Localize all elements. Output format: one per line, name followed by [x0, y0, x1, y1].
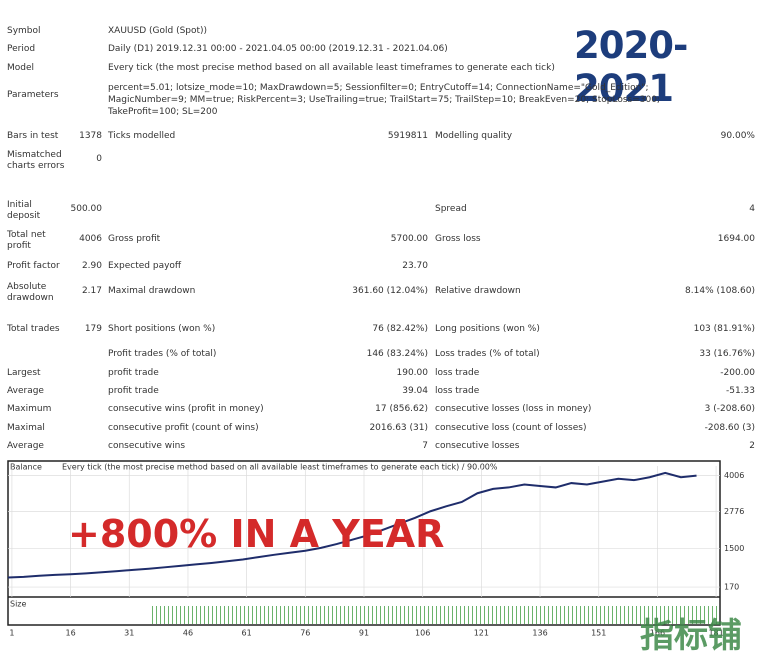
stat-value: 8.14% (108.60) — [685, 286, 755, 296]
stat-value: 23.70 — [402, 261, 428, 271]
stat-label: consecutive wins (profit in money) — [108, 404, 264, 414]
stat-value: 3 (-208.60) — [704, 404, 755, 414]
stat-label: Gross profit — [108, 234, 161, 244]
stat-label: Gross loss — [435, 234, 481, 244]
years-overlay: 2020-2021 — [574, 24, 688, 110]
stat-value: 5919811 — [387, 131, 428, 141]
stat-label: Maximum — [7, 404, 52, 414]
y-tick-label: 4006 — [724, 471, 744, 480]
stat-value: 17 (856.62) — [375, 404, 428, 414]
stat-value: 1694.00 — [717, 234, 755, 244]
stat-value: 2.90 — [81, 261, 102, 271]
stat-label: Mismatched charts errors — [7, 150, 65, 171]
field-value: percent=5.01; lotsize_mode=10; MaxDrawdo… — [108, 83, 660, 117]
x-tick-label: 181 — [708, 629, 723, 638]
y-tick-label: 170 — [724, 583, 739, 592]
stat-value: 7 — [422, 441, 428, 451]
x-tick-label: 106 — [415, 629, 430, 638]
y-tick-label: 1500 — [724, 544, 744, 553]
stat-label: Profit factor — [7, 261, 60, 271]
stat-value: 1378 — [79, 131, 102, 141]
field-label: Parameters — [7, 90, 59, 100]
stat-value: 4 — [749, 204, 755, 214]
stat-label: Total net profit — [7, 230, 46, 251]
stat-label: Bars in test — [7, 131, 59, 141]
balance-line — [7, 471, 697, 579]
stat-label: loss trade — [435, 386, 480, 396]
stat-value: 33 (16.76%) — [699, 349, 755, 359]
stat-value: 5700.00 — [390, 234, 428, 244]
stat-label: Ticks modelled — [108, 131, 176, 141]
field-value: Every tick (the most precise method base… — [108, 63, 555, 73]
stat-value: 500.00 — [70, 204, 103, 214]
stat-value: 2.17 — [81, 286, 102, 296]
x-tick-label: 1 — [9, 629, 14, 638]
stat-label: Largest — [7, 368, 41, 378]
stat-label: Absolute drawdown — [7, 282, 54, 303]
chart-title: Every tick (the most precise method base… — [62, 463, 498, 472]
stat-label: consecutive losses — [435, 441, 520, 451]
field-value: Daily (D1) 2019.12.31 00:00 - 2021.04.05… — [108, 44, 448, 54]
x-tick-label: 121 — [474, 629, 489, 638]
field-value: XAUUSD (Gold (Spot)) — [108, 26, 208, 36]
field-label: Model — [7, 63, 35, 73]
stat-value: 39.04 — [402, 386, 428, 396]
stat-label: Loss trades (% of total) — [435, 349, 540, 359]
stat-label: Initial deposit — [7, 200, 41, 221]
x-tick-label: 31 — [124, 629, 134, 638]
volume-label: Size — [10, 600, 27, 609]
stat-value: 2016.63 (31) — [369, 423, 428, 433]
x-tick-label: 46 — [183, 629, 193, 638]
stat-value: -51.33 — [725, 386, 755, 396]
x-tick-label: 61 — [242, 629, 252, 638]
stat-label: Relative drawdown — [435, 286, 521, 296]
stat-value: 361.60 (12.04%) — [352, 286, 428, 296]
stat-label: Expected payoff — [108, 261, 182, 271]
stat-value: -200.00 — [720, 368, 755, 378]
stat-label: consecutive loss (count of losses) — [435, 423, 587, 433]
stat-label: loss trade — [435, 368, 480, 378]
stat-value: 146 (83.24%) — [366, 349, 428, 359]
watermark: 指标铺 — [640, 616, 742, 656]
stat-label: profit trade — [108, 368, 159, 378]
legend: Balance — [10, 463, 42, 472]
x-tick-label: 166 — [650, 629, 665, 638]
stat-value: 190.00 — [396, 368, 429, 378]
stat-value: -208.60 (3) — [704, 423, 755, 433]
stat-value: 0 — [96, 154, 102, 164]
stat-label: Profit trades (% of total) — [108, 349, 217, 359]
stat-label: Modelling quality — [435, 131, 513, 141]
stat-label: Maximal drawdown — [108, 286, 196, 296]
stat-label: Average — [7, 441, 44, 451]
stat-label: Spread — [435, 204, 467, 214]
stat-label: profit trade — [108, 386, 159, 396]
stat-label: Long positions (won %) — [435, 324, 540, 334]
field-label: Symbol — [7, 26, 41, 36]
stat-value: 103 (81.91%) — [693, 324, 755, 334]
volume-strip — [150, 600, 718, 624]
stat-value: 2 — [749, 441, 755, 451]
stat-label: Total trades — [7, 324, 60, 334]
stat-label: consecutive losses (loss in money) — [435, 404, 592, 414]
stat-value: 76 (82.42%) — [372, 324, 428, 334]
y-tick-label: 2776 — [724, 507, 744, 516]
stat-value: 4006 — [79, 234, 102, 244]
x-tick-label: 151 — [591, 629, 606, 638]
x-tick-label: 136 — [532, 629, 547, 638]
stat-label: consecutive profit (count of wins) — [108, 423, 259, 433]
x-tick-label: 91 — [359, 629, 369, 638]
stat-label: consecutive wins — [108, 441, 186, 451]
headline-overlay: +800% IN A YEAR — [68, 512, 445, 556]
field-label: Period — [7, 44, 36, 54]
stat-label: Maximal — [7, 423, 45, 433]
x-tick-label: 16 — [65, 629, 75, 638]
stat-label: Average — [7, 386, 44, 396]
stat-label: Short positions (won %) — [108, 324, 216, 334]
stat-value: 90.00% — [720, 131, 755, 141]
x-tick-label: 76 — [300, 629, 310, 638]
stat-value: 179 — [84, 324, 102, 334]
